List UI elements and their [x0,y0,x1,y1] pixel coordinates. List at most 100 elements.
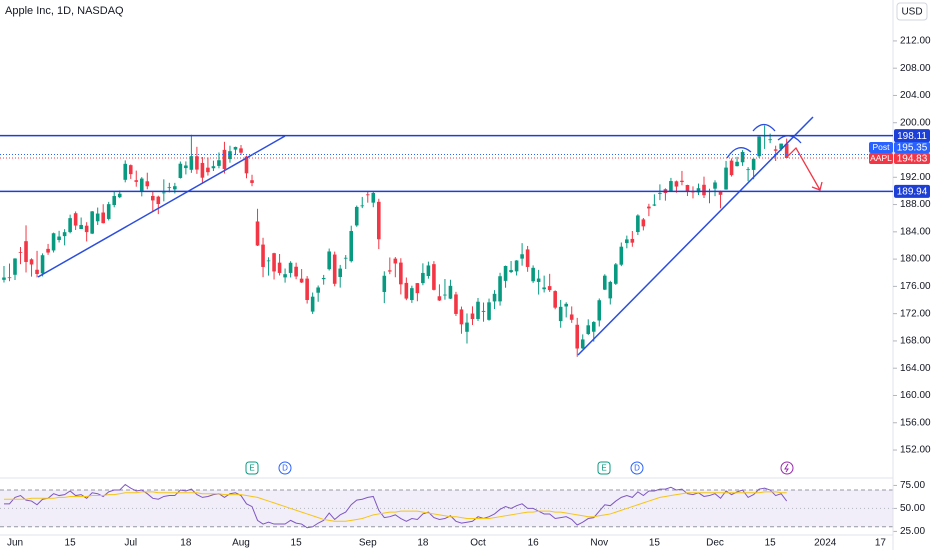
candle-body [13,258,17,275]
dividend-icon[interactable] [278,461,292,475]
dividend-icon[interactable] [630,461,644,475]
candle-body [647,206,651,209]
candle-body [432,264,436,290]
candle-body [399,262,403,285]
indicator-line [3,491,787,522]
y-tick-label: 200.00 [900,117,931,128]
candle-body [68,218,72,233]
candle-body [542,287,546,290]
level-label: 198.11 [897,131,927,142]
x-tick-label: 2024 [814,538,837,549]
rsi-band [0,490,893,527]
candle-body [702,184,706,196]
candle-body [299,278,304,283]
candle-body [487,302,491,320]
candle-body [476,301,480,319]
candle-body [591,322,596,332]
split-icon[interactable] [780,461,794,475]
candle-body [244,156,249,174]
y-tick-label: 152.00 [900,445,931,456]
candle-body [388,270,392,272]
indicator-line [3,483,788,529]
candle-body [18,252,23,253]
candle-body [167,187,172,189]
candle-body [35,269,39,274]
candle-body [239,148,243,153]
candle-body [217,160,221,166]
candle-body [349,231,354,262]
candle-body [46,248,50,253]
candle-body [7,277,12,279]
x-tick-label: 18 [417,538,429,549]
earnings-icon[interactable] [245,461,259,475]
candle-body [151,195,155,201]
candle-body [636,215,640,233]
candle-body [173,186,177,190]
candle-body [29,259,34,265]
candles [2,125,789,357]
rsi-pane: 25.00 50.00 75.00 [0,480,925,537]
candle-body [547,286,552,291]
trend-line [37,135,286,278]
x-tick-label: 16 [528,538,540,549]
candle-body [718,191,723,195]
candle-body [558,306,563,322]
candle-body [310,296,315,312]
candle-body [426,265,431,277]
y-tick-label: 172.00 [900,308,931,319]
chart-title: Apple Inc, 1D, NASDAQ [5,5,124,17]
candle-body [321,277,326,280]
candle-body [79,224,83,230]
candle-body [680,180,684,182]
post-price-box [894,141,930,153]
candle-body [459,309,464,325]
candle-body [597,300,602,321]
candle-body [614,264,618,284]
candle-body [305,278,309,301]
candle-body [437,296,442,301]
candle-body [421,272,425,284]
candle-body [602,275,607,290]
candle-body [536,278,541,282]
lightning [784,463,789,473]
x-tick-label: Jun [7,538,23,549]
candle-body [685,184,690,192]
candle-body [112,196,117,206]
candle-body [338,268,343,277]
candle-body [454,294,458,314]
candle-body [266,260,271,262]
currency-button[interactable] [896,2,928,21]
candle-body [696,188,701,193]
candle-body [729,160,734,176]
earnings-icon[interactable] [597,461,611,475]
y-tick-label: 176.00 [900,281,931,292]
x-tick-label: 15 [765,538,777,549]
last-tag-label: AAPL [870,153,892,163]
candle-body [641,219,646,227]
candle-body [768,139,772,141]
candle-body [156,196,161,205]
candle-body [277,262,282,273]
y-tick-label: 192.00 [900,172,931,183]
candle-body [145,181,150,187]
candle-body [162,192,166,194]
x-tick-label: Sep [359,538,377,549]
candle-body [580,339,585,349]
candle-body [619,246,624,265]
trend-line [577,116,814,356]
candle-body [272,253,276,272]
candle-body [569,314,574,320]
candle-body [332,254,337,284]
candle-body [261,244,265,267]
candle-body [343,257,348,259]
candle-body [117,193,122,198]
last-price-label: 194.83 [897,154,928,165]
candle-body [415,283,420,294]
y-tick-label: 208.00 [900,63,931,74]
candle-body [134,180,139,182]
candle-body [128,165,133,175]
candle-body [382,275,387,292]
x-tick-label: Nov [590,538,608,549]
candle-body [470,313,475,320]
candle-body [178,163,183,178]
